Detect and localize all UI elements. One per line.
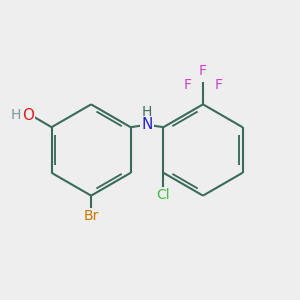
Text: Br: Br (83, 209, 99, 223)
Text: O: O (22, 109, 34, 124)
Text: F: F (199, 64, 207, 78)
Text: H: H (11, 107, 21, 122)
Text: N: N (142, 117, 153, 132)
Text: H: H (142, 105, 152, 118)
Text: Cl: Cl (157, 188, 170, 202)
Text: F: F (214, 78, 222, 92)
Text: F: F (184, 78, 192, 92)
